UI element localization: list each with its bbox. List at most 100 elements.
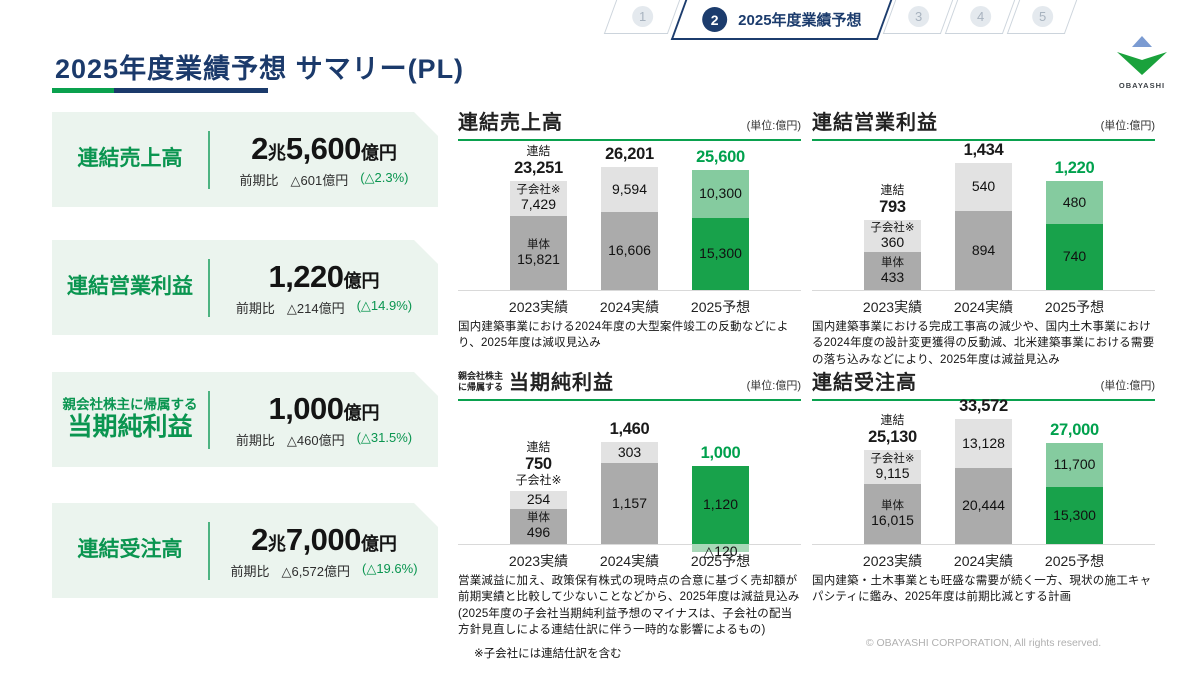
bar-x-label: 2023実績 bbox=[862, 553, 923, 569]
step-item-3[interactable]: 3 bbox=[883, 0, 954, 34]
value-unit: 兆 bbox=[267, 533, 286, 554]
bar-group: 連結 793 子会社※ 360 単体 433 2023実績 bbox=[863, 183, 922, 315]
chart-title-underline bbox=[458, 139, 801, 141]
bar-stack: 10,300 15,300 bbox=[692, 170, 749, 290]
chart-orders-received: 連結受注高 (単位:億円) 連結 25,130 子会社※ 9,115 単体 16,015 2… bbox=[812, 366, 1155, 606]
step-item-content: 2 2025年度業績予想 bbox=[702, 6, 862, 32]
bar-x-label: 2025予想 bbox=[690, 553, 751, 569]
bar-x-label: 2025予想 bbox=[690, 299, 751, 315]
bar-segment: 単体 16,015 bbox=[864, 484, 921, 544]
bar-total-labels: 連結 750 子会社※ bbox=[510, 441, 567, 488]
chart-title-underline bbox=[812, 399, 1155, 401]
chart-unit-label: (単位:億円) bbox=[1100, 120, 1155, 132]
metric-value-line: 1,000 億円 bbox=[268, 391, 379, 427]
metric-value: 1,220 億円 前期比 △214億円 (△14.9%) bbox=[210, 259, 438, 317]
bar-stack: 1,120 △120 bbox=[692, 466, 749, 559]
chart-operating-income: 連結営業利益 (単位:億円) 連結 793 子会社※ 360 単体 433 2023実績 1,… bbox=[812, 106, 1155, 368]
segment-value-label: 540 bbox=[971, 178, 996, 195]
chart-header: 連結受注高 (単位:億円) bbox=[812, 366, 1155, 395]
bar-segment: 540 bbox=[955, 163, 1012, 211]
value-digits: 7,000 bbox=[285, 521, 361, 557]
value-digits: 2 bbox=[251, 521, 268, 557]
chart-title: 連結売上高 bbox=[458, 112, 563, 134]
step-item-content: 4 bbox=[970, 6, 992, 27]
bar-total-labels: 1,434 bbox=[955, 141, 1012, 160]
bar-total-labels: 連結 793 bbox=[864, 183, 921, 217]
obayashi-logo-text: OBAYASHI bbox=[1118, 81, 1166, 90]
bar-total-labels: 連結 23,251 bbox=[510, 144, 567, 178]
metric-value: 2 兆 5,600 億円 前期比 △601億円 (△2.3%) bbox=[210, 131, 438, 189]
change-prefix: 前期比 bbox=[230, 563, 270, 579]
title-underline-green bbox=[52, 88, 114, 93]
segment-value-label: 15,300 bbox=[699, 245, 742, 262]
value-digits: 5,600 bbox=[285, 130, 361, 166]
segment-value-label: 16,015 bbox=[871, 511, 914, 528]
bar-group: 1,460 303 1,157 2024実績 bbox=[600, 420, 659, 569]
step-item-4[interactable]: 4 bbox=[945, 0, 1016, 34]
segment-value-label: 1,157 bbox=[611, 494, 648, 511]
segment-value-label: 20,444 bbox=[962, 497, 1005, 514]
chart-footnote: ※子会社には連結仕訳を含む bbox=[474, 648, 622, 661]
change-prefix: 前期比 bbox=[235, 432, 275, 448]
segment-value-label: 15,300 bbox=[1053, 506, 1096, 523]
bar-x-label: 2025予想 bbox=[1044, 299, 1105, 315]
chart-unit-label: (単位:億円) bbox=[746, 380, 801, 392]
step-item-2[interactable]: 2 2025年度業績予想 bbox=[670, 0, 893, 40]
bar-x-label: 2023実績 bbox=[508, 553, 569, 569]
segment-name-label: 単体 bbox=[527, 512, 550, 525]
value-unit: 兆 bbox=[267, 142, 286, 163]
segment-name-label: 単体 bbox=[527, 238, 550, 251]
segment-name-label: 子会社※ bbox=[516, 184, 561, 197]
step-number: 3 bbox=[908, 6, 930, 27]
bar-segment: 20,444 bbox=[955, 468, 1012, 544]
bar-segment: 単体 433 bbox=[864, 252, 921, 290]
bar-total-label: 793 bbox=[879, 198, 906, 217]
bar-segment: 894 bbox=[955, 211, 1012, 290]
metric-label-text: 連結受注高 bbox=[77, 538, 183, 562]
chart-title-prefix-line: 親会社株主 bbox=[458, 371, 504, 382]
chart-unit-label: (単位:億円) bbox=[746, 120, 801, 132]
step-number: 1 bbox=[631, 6, 653, 27]
title-underline-navy bbox=[114, 88, 268, 93]
bar-segment: 単体 496 bbox=[510, 509, 567, 544]
segment-name-label: 子会社※ bbox=[870, 221, 915, 234]
bar-stack: 13,128 20,444 bbox=[955, 419, 1012, 544]
bar-group: 連結 23,251 子会社※ 7,429 単体 15,821 2023実績 bbox=[509, 144, 568, 315]
bar-segment: 子会社※ 7,429 bbox=[510, 181, 567, 216]
bar-segment: 254 bbox=[510, 491, 567, 509]
bar-total-label: 33,572 bbox=[959, 397, 1008, 416]
bar-segment: 15,300 bbox=[692, 218, 749, 290]
bar-segment: 303 bbox=[601, 442, 658, 463]
metric-value-line: 2 兆 7,000 億円 bbox=[251, 522, 397, 558]
bar-total-label: 27,000 bbox=[1050, 421, 1099, 440]
segment-value-label: 740 bbox=[1062, 248, 1087, 265]
bar-total-labels: 25,600 bbox=[692, 148, 749, 167]
step-label: 2025年度業績予想 bbox=[738, 11, 862, 29]
bar-group: 27,000 11,700 15,300 2025予想 bbox=[1045, 421, 1104, 569]
chart-header: 連結営業利益 (単位:億円) bbox=[812, 106, 1155, 135]
segment-name-label: 子会社※ bbox=[870, 452, 915, 465]
chart-header: 連結売上高 (単位:億円) bbox=[458, 106, 801, 135]
divider bbox=[208, 131, 210, 189]
segment-name-label: 単体 bbox=[881, 256, 904, 269]
bar-stack: 子会社※ 9,115 単体 16,015 bbox=[864, 450, 921, 544]
segment-value-label: 433 bbox=[880, 268, 905, 285]
metric-label-text: 当期純利益 bbox=[67, 412, 193, 441]
step-item-1[interactable]: 1 bbox=[603, 0, 681, 34]
bar-group: 連結 750 子会社※ 254 単体 496 2023実績 bbox=[509, 441, 568, 569]
obayashi-logo: OBAYASHI bbox=[1113, 35, 1171, 90]
value-unit: 億円 bbox=[360, 142, 397, 163]
step-number: 4 bbox=[970, 6, 992, 27]
step-item-content: 3 bbox=[908, 6, 930, 27]
bar-group: 1,220 480 740 2025予想 bbox=[1045, 159, 1104, 315]
divider bbox=[208, 259, 210, 317]
segment-value-label: 9,594 bbox=[611, 180, 648, 197]
metric-change-line: 前期比 △601億円 (△2.3%) bbox=[239, 170, 408, 189]
metric-card-net-income: 親会社株主に帰属する 当期純利益 1,000 億円 前期比 △460億円 (△31.5… bbox=[52, 372, 438, 467]
bar-group: 25,600 10,300 15,300 2025予想 bbox=[691, 148, 750, 315]
bar-total-label: 1,434 bbox=[963, 141, 1004, 160]
bar-x-label: 2025予想 bbox=[1044, 553, 1105, 569]
change-amount: △460億円 bbox=[286, 432, 345, 448]
step-item-5[interactable]: 5 bbox=[1007, 0, 1078, 34]
title-underline bbox=[52, 88, 268, 93]
